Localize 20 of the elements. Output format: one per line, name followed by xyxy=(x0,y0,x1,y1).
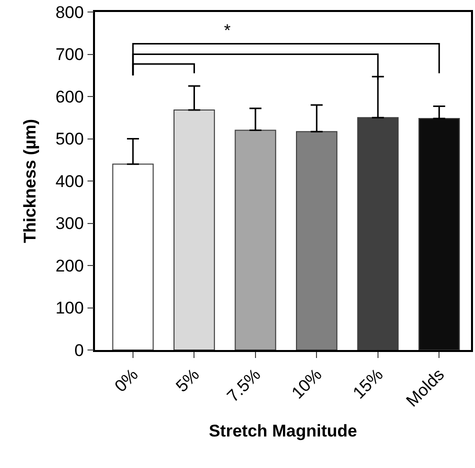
y-tick-label: 0 xyxy=(74,340,84,360)
x-tick-label: 0% xyxy=(110,365,142,396)
y-axis-title: Thickness (µm) xyxy=(20,118,40,244)
bar xyxy=(357,117,399,350)
bar xyxy=(234,130,276,350)
annotation: * xyxy=(224,21,231,40)
x-axis-title: Stretch Magnitude xyxy=(208,421,358,440)
y-tick-label: 400 xyxy=(55,172,84,191)
y-tick-label: 300 xyxy=(55,214,84,234)
y-tick-label: 500 xyxy=(55,130,84,149)
y-tick-label: 800 xyxy=(55,2,84,22)
y-tick-label: 100 xyxy=(55,298,84,318)
bar xyxy=(112,164,154,350)
y-tick-label: 700 xyxy=(55,45,84,64)
y-tick-label: 200 xyxy=(55,256,84,276)
bar xyxy=(296,131,338,350)
y-tick-label: 600 xyxy=(55,87,84,106)
bar xyxy=(174,110,215,350)
bar xyxy=(418,118,460,350)
x-tick-label: 5% xyxy=(172,365,204,396)
